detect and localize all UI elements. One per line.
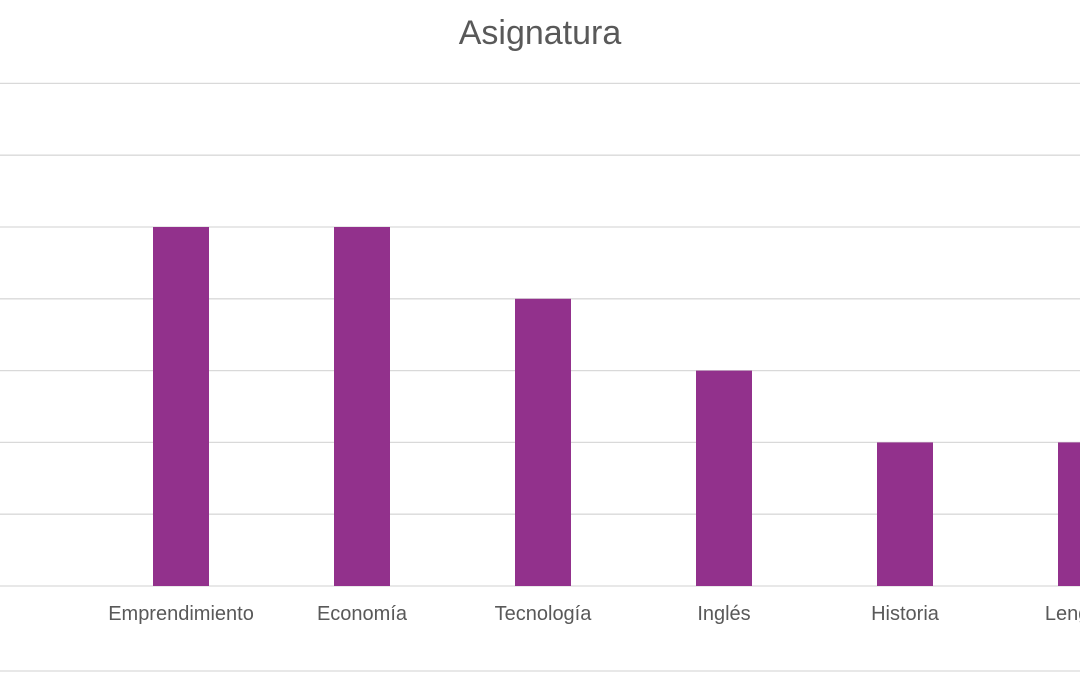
category-label: Lenguaje bbox=[1045, 603, 1080, 625]
category-labels: Emprendimiento Economía Tecnología Inglés Hi… bbox=[108, 603, 1080, 625]
bar-inglés bbox=[696, 370, 752, 586]
category-label: Inglés bbox=[697, 603, 750, 625]
category-label: Historia bbox=[871, 603, 940, 625]
bar-historia bbox=[877, 442, 933, 586]
chart-title: Asignatura bbox=[458, 14, 622, 52]
bar-emprendimiento bbox=[153, 227, 209, 586]
category-label: Economía bbox=[317, 603, 408, 625]
category-label: Tecnología bbox=[495, 603, 593, 625]
category-label: Emprendimiento bbox=[108, 603, 254, 625]
bar-economía bbox=[334, 227, 390, 586]
bar-tecnología bbox=[515, 298, 571, 586]
bars bbox=[153, 227, 1080, 586]
bar-lenguaje bbox=[1058, 442, 1080, 586]
